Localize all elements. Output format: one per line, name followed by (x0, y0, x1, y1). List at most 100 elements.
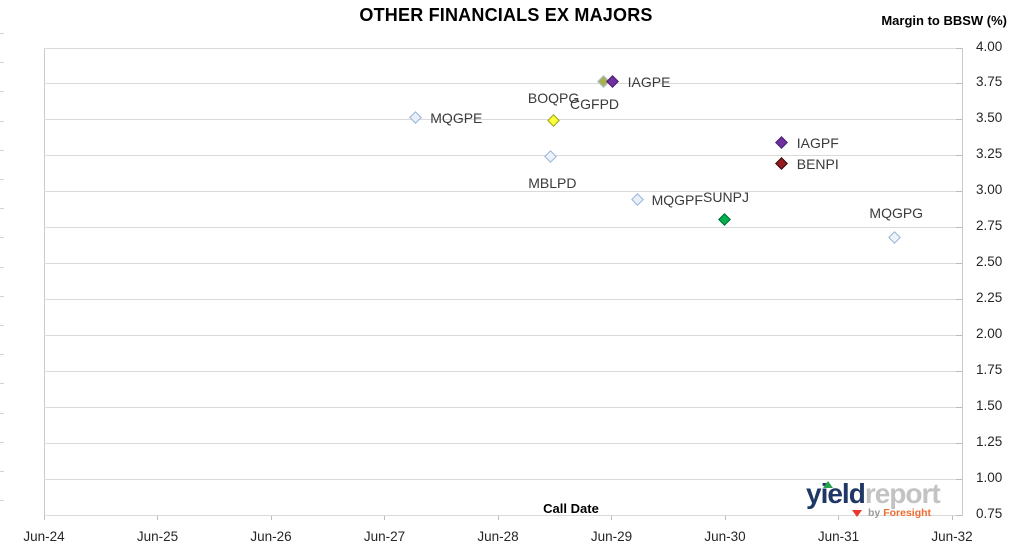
x-axis-tick (43, 516, 45, 520)
x-axis-tick-label: Jun-29 (590, 529, 633, 544)
gridline (44, 334, 962, 336)
point-label-iagpe: IAGPE (627, 74, 671, 91)
y-axis-tick-label: 0.75 (976, 505, 1003, 521)
left-edge-tick (0, 500, 4, 502)
point-mblpd (544, 150, 558, 164)
y-axis-tick-label: 1.25 (976, 433, 1003, 449)
x-axis-tick (384, 516, 385, 520)
plot-left-border (44, 48, 45, 516)
chart-title: OTHER FINANCIALS EX MAJORS (359, 5, 653, 25)
right-axis-tick (956, 478, 962, 480)
y-axis-tick-label: 3.75 (976, 74, 1003, 90)
right-axis-tick (956, 442, 962, 444)
point-label-cgfpd: CGFPD (570, 96, 620, 113)
point-label-sunpj: SUNPJ (703, 189, 749, 206)
point-boqpg (546, 114, 560, 128)
left-edge-tick (0, 325, 4, 326)
left-edge-tick (0, 471, 4, 472)
x-axis-tick (270, 516, 272, 520)
y-axis-tick-label: 2.00 (976, 325, 1003, 341)
y-axis-tick-label: 1.50 (976, 397, 1003, 413)
left-edge-tick (0, 354, 4, 356)
x-axis-tick-label: Jun-25 (136, 529, 179, 544)
left-edge-tick (0, 208, 4, 210)
x-axis-tick-label: Jun-32 (931, 529, 973, 544)
left-edge-tick (0, 33, 4, 34)
gridline (44, 478, 962, 480)
left-edge-tick (0, 383, 4, 385)
point-label-mqgpg: MQGPG (869, 204, 924, 221)
left-edge-tick (0, 237, 4, 239)
right-y-axis-title: Margin to BBSW (%) (881, 13, 1007, 28)
gridline (44, 406, 962, 408)
x-axis-line (44, 515, 963, 516)
logo-down-triangle-icon (852, 509, 862, 517)
x-axis-tick-label: Jun-26 (250, 529, 292, 544)
right-axis-tick (956, 263, 962, 265)
x-axis-tick (724, 516, 726, 520)
y-axis-tick-label: 2.75 (976, 218, 1003, 234)
right-axis-tick (956, 406, 962, 408)
left-edge-tick (0, 412, 4, 414)
point-mqgpg (888, 230, 902, 244)
logo-up-triangle-icon (823, 481, 833, 488)
logo-yield-text: yield (806, 478, 866, 509)
point-sunpj (718, 213, 731, 227)
y-axis-tick-label: 1.75 (976, 361, 1003, 377)
left-edge-tick (0, 179, 4, 180)
logo-by-text: by (868, 507, 881, 519)
gridline (44, 298, 962, 300)
point-label-boqpg: BOQPG (527, 90, 580, 107)
left-edge-tick (0, 91, 4, 93)
gridline (44, 119, 962, 121)
gridline (44, 191, 962, 193)
point-label-mqgpe: MQGPE (430, 110, 483, 127)
point-label-mblpd: MBLPD (528, 175, 577, 192)
x-axis-tick (611, 516, 612, 520)
x-axis-tick-label: Jun-31 (817, 529, 860, 544)
x-axis-title: Call Date (543, 501, 599, 516)
gridline (44, 370, 962, 372)
gridline (44, 155, 962, 157)
y-axis-tick-label: 3.25 (976, 146, 1003, 162)
point-iagpe (605, 75, 619, 89)
logo-byline: by Foresight (852, 507, 931, 519)
y-axis-tick-label: 2.25 (976, 289, 1003, 305)
x-axis-tick-label: Jun-24 (23, 529, 65, 544)
x-axis-tick (838, 516, 839, 520)
point-benpi (774, 157, 788, 171)
right-axis-tick (956, 298, 962, 300)
logo-report-text: report (864, 478, 941, 509)
point-mqgpe (409, 111, 423, 125)
right-axis-tick (956, 119, 962, 121)
x-axis-tick-label: Jun-28 (477, 529, 519, 544)
right-axis-tick (956, 47, 962, 49)
point-label-benpi: BENPI (796, 156, 839, 173)
gridline (44, 514, 962, 516)
x-axis-tick-label: Jun-30 (704, 529, 746, 544)
right-axis-tick (956, 155, 962, 157)
y-axis-tick-label: 3.00 (976, 182, 1003, 198)
right-axis-tick (956, 227, 962, 229)
gridline (44, 47, 962, 49)
point-mqgpf (630, 193, 644, 207)
x-axis-tick (951, 516, 953, 520)
y-axis-tick-label: 4.00 (976, 38, 1003, 54)
yieldreport-logo: yieldreport by Foresight (806, 479, 962, 521)
left-edge-tick (0, 62, 4, 64)
right-axis-tick (956, 514, 962, 516)
point-iagpf (774, 135, 788, 149)
left-edge-tick (0, 295, 4, 297)
gridline (44, 83, 962, 85)
left-edge-tick (0, 266, 4, 268)
gridline (44, 263, 962, 265)
left-edge-tick (0, 120, 4, 122)
point-label-mqgpf: MQGPF (651, 192, 703, 209)
left-edge-tick (0, 441, 4, 443)
right-y-axis-line (962, 48, 963, 516)
left-edge-tick (0, 149, 4, 151)
gridline (44, 227, 962, 229)
x-axis-tick (497, 516, 499, 520)
right-axis-tick (956, 334, 962, 336)
